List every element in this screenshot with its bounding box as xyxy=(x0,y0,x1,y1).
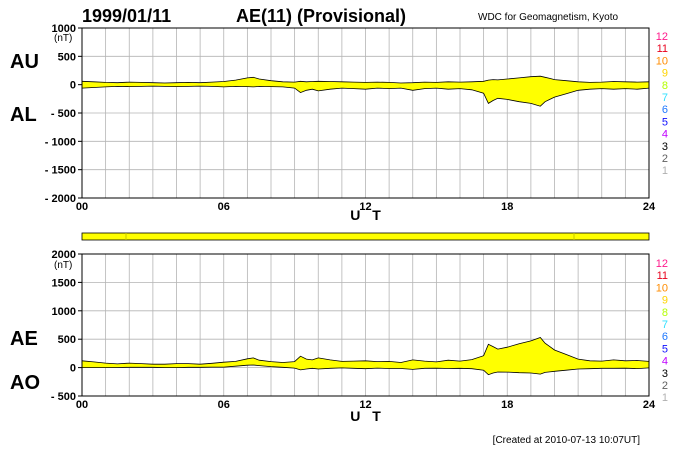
station-count-legend-item: 7 xyxy=(662,319,668,331)
series-band-fill xyxy=(82,76,649,107)
station-count-legend-item: 6 xyxy=(662,331,668,343)
y-unit-label: (nT) xyxy=(54,260,72,271)
y-tick-label: - 1500 xyxy=(45,165,76,177)
data-source: WDC for Geomagnetism, Kyoto xyxy=(478,12,618,23)
station-count-legend-item: 12 xyxy=(656,31,668,43)
y-tick-label: 1000 xyxy=(52,23,76,35)
y-tick-label: 0 xyxy=(70,363,76,375)
created-timestamp: [Created at 2010-07-13 10:07UT] xyxy=(493,435,641,446)
side-label-lower: AO xyxy=(10,372,40,394)
station-count-legend-item: 9 xyxy=(662,68,668,80)
y-tick-label: - 1000 xyxy=(45,136,76,148)
plot-date: 1999/01/11 xyxy=(82,6,171,26)
station-count-legend-item: 11 xyxy=(657,43,668,55)
station-count-legend-item: 12 xyxy=(656,258,668,270)
series-line-ae xyxy=(81,337,650,365)
station-count-legend-item: 1 xyxy=(662,165,668,177)
station-count-legend-item: 10 xyxy=(656,282,668,294)
x-tick-label: 18 xyxy=(501,399,513,411)
station-count-legend-item: 5 xyxy=(662,116,668,128)
x-tick-label: 00 xyxy=(76,201,88,213)
station-count-legend-item: 11 xyxy=(657,270,668,282)
x-tick-label: 00 xyxy=(76,399,88,411)
x-tick-label: 24 xyxy=(643,201,656,213)
y-tick-label: - 2000 xyxy=(45,193,76,205)
y-tick-label: 0 xyxy=(70,80,76,92)
station-count-legend-item: 1 xyxy=(662,392,668,404)
x-axis-label: U T xyxy=(350,408,385,424)
series-line-au xyxy=(81,75,650,84)
x-tick-label: 18 xyxy=(501,201,513,213)
station-count-legend-item: 9 xyxy=(662,295,668,307)
side-label-upper: AU xyxy=(10,51,39,73)
series-band-fill xyxy=(82,337,649,375)
station-count-legend-item: 5 xyxy=(662,343,668,355)
series-line-al xyxy=(81,85,650,107)
y-tick-label: 500 xyxy=(58,51,76,63)
y-tick-label: 1500 xyxy=(52,277,76,289)
station-count-legend-item: 2 xyxy=(662,153,668,165)
data-quality-bar xyxy=(81,232,650,241)
series-line-ao xyxy=(82,364,650,376)
x-tick-label: 24 xyxy=(643,399,656,411)
y-tick-label: 2000 xyxy=(52,249,76,261)
y-tick-label: - 500 xyxy=(51,108,76,120)
x-tick-label: 06 xyxy=(218,201,230,213)
station-count-legend-item: 8 xyxy=(662,80,668,92)
y-unit-label: (nT) xyxy=(54,33,72,44)
plot-title: AE(11) (Provisional) xyxy=(236,6,406,26)
station-count-legend-item: 3 xyxy=(662,141,668,153)
x-tick-label: 12 xyxy=(359,399,371,411)
station-count-legend-item: 8 xyxy=(662,307,668,319)
station-count-legend-item: 10 xyxy=(656,55,668,67)
x-tick-label: 06 xyxy=(218,399,230,411)
station-count-legend-item: 4 xyxy=(662,129,668,141)
station-count-legend-item: 6 xyxy=(662,104,668,116)
y-tick-label: - 500 xyxy=(51,391,76,403)
side-label-lower: AL xyxy=(10,104,37,126)
x-tick-label: 12 xyxy=(359,201,371,213)
station-count-legend-item: 7 xyxy=(662,92,668,104)
plot-frame xyxy=(81,253,650,397)
y-tick-label: 1000 xyxy=(52,306,76,318)
station-count-legend-item: 3 xyxy=(662,368,668,380)
x-axis-label: U T xyxy=(350,207,385,223)
side-label-upper: AE xyxy=(10,328,38,350)
station-count-legend-item: 4 xyxy=(662,356,668,368)
station-count-legend-item: 2 xyxy=(662,380,668,392)
y-tick-label: 500 xyxy=(58,334,76,346)
